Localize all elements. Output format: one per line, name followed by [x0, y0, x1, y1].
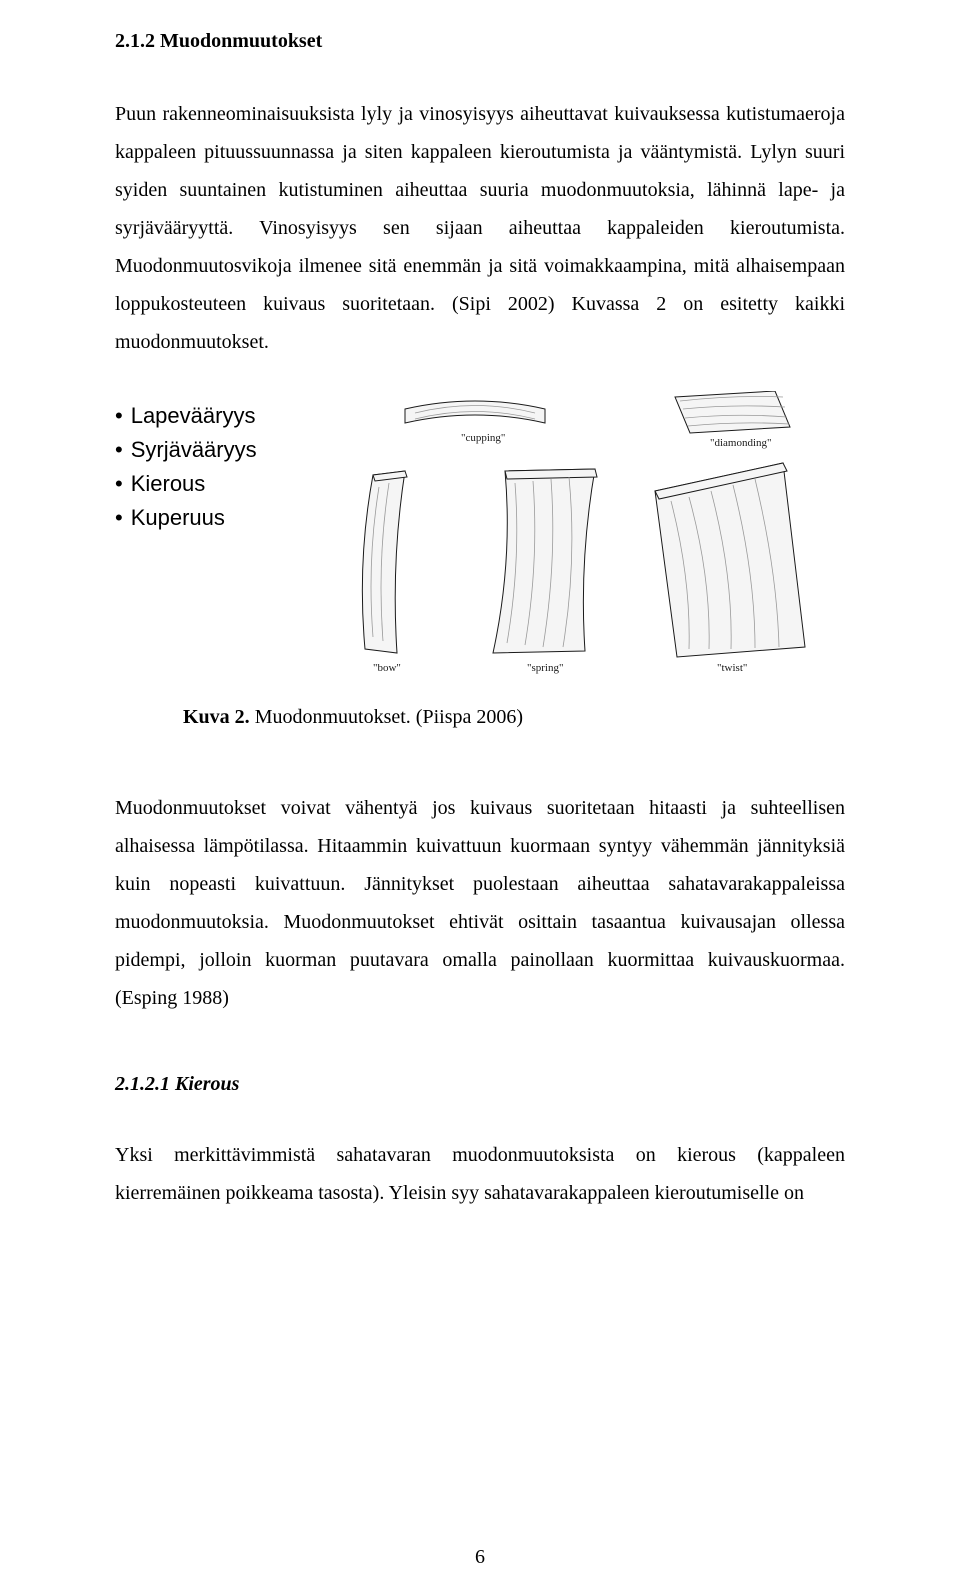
- twist-sketch: "twist": [655, 463, 805, 674]
- bow-label: "bow": [373, 662, 401, 674]
- paragraph-3: Yksi merkittävimmistä sahatavaran muodon…: [115, 1136, 845, 1212]
- caption-bold: Kuva 2.: [183, 706, 250, 728]
- diamonding-label: "diamonding": [710, 437, 772, 449]
- figure-2: •Lapevääryys •Syrjävääryys •Kierous •Kup…: [115, 391, 845, 686]
- bullet-item: •Kuperuus: [115, 501, 345, 535]
- caption-text: Muodonmuutokset. (Piispa 2006): [250, 706, 523, 728]
- bullet-item: •Lapevääryys: [115, 399, 345, 433]
- section-heading: 2.1.2 Muodonmuutokset: [115, 30, 845, 53]
- paragraph-1: Puun rakenneominaisuuksista lyly ja vino…: [115, 95, 845, 361]
- bullet-item: •Syrjävääryys: [115, 433, 345, 467]
- figure-bullet-list: •Lapevääryys •Syrjävääryys •Kierous •Kup…: [115, 399, 345, 535]
- cupping-sketch: "cupping": [405, 401, 545, 444]
- bullet-item: •Kierous: [115, 467, 345, 501]
- page-number: 6: [0, 1546, 960, 1569]
- spring-label: "spring": [527, 662, 563, 674]
- subsection-heading: 2.1.2.1 Kierous: [115, 1073, 845, 1096]
- figure-illustration: •Lapevääryys •Syrjävääryys •Kierous •Kup…: [115, 391, 845, 681]
- paragraph-2: Muodonmuutokset voivat vähentyä jos kuiv…: [115, 789, 845, 1017]
- diamonding-sketch: "diamonding": [675, 391, 790, 449]
- spring-sketch: "spring": [493, 469, 597, 674]
- figure-caption: Kuva 2. Muodonmuutokset. (Piispa 2006): [183, 706, 845, 729]
- twist-label: "twist": [717, 662, 747, 674]
- cupping-label: "cupping": [461, 432, 505, 444]
- bow-sketch: "bow": [362, 471, 407, 674]
